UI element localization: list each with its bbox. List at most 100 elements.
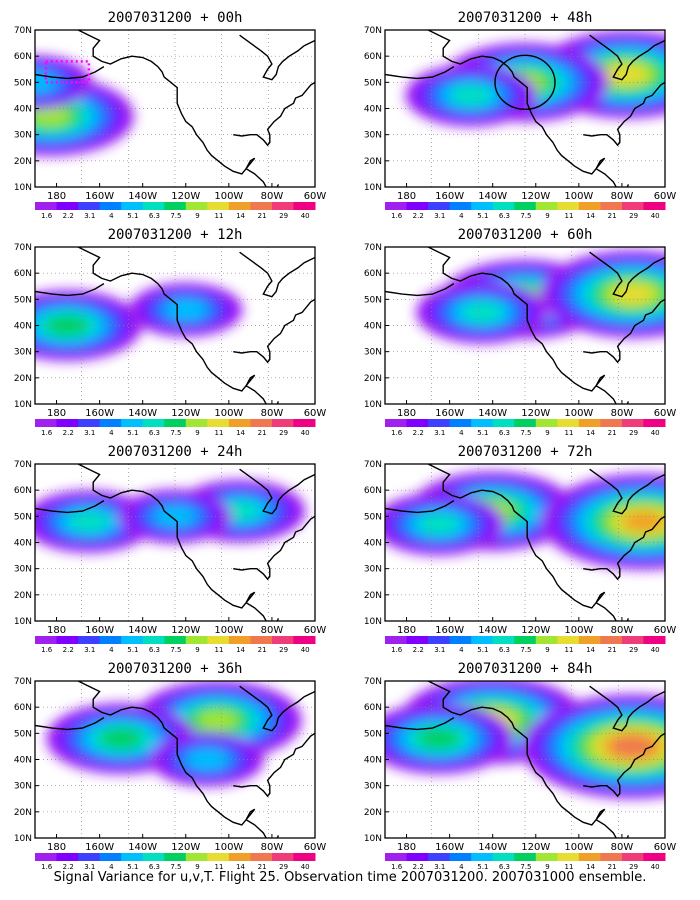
colorbar-label: 29 [279,863,288,871]
y-tick-label: 50N [14,78,32,88]
colorbar-label: 9 [195,863,199,871]
colorbar-label: 3.1 [84,212,95,220]
colorbar-label: 29 [629,863,638,871]
colorbar-swatch [471,202,494,210]
colorbar-label: 21 [258,212,267,220]
colorbar-swatch [621,853,644,861]
y-tick-label: 40N [14,756,32,766]
y-tick-label: 30N [14,348,32,358]
panel-title: 2007031200 + 12h [108,227,243,243]
colorbar-swatch [78,636,101,644]
colorbar-label: 2.2 [413,646,424,654]
panel-title: 2007031200 + 72h [458,444,593,460]
y-tick-label: 40N [14,539,32,549]
colorbar-label: 9 [545,863,549,871]
map-panel: 2007031200 + 72h 10N 20N 30N 40N 50N 60N 70N 180… [364,444,677,654]
x-tick-label: 120W [171,842,200,853]
colorbar-label: 9 [195,646,199,654]
x-tick-label: 60W [304,625,327,636]
x-tick-label: 180 [397,408,416,419]
x-tick-label: 60W [304,408,327,419]
x-tick-label: 60W [304,842,327,853]
coastline [589,685,665,732]
colorbar-label: 2.2 [63,646,74,654]
coastline [385,717,455,731]
x-tick-label: 100W [564,191,593,202]
colorbar-label: 14 [586,646,595,654]
colorbar-swatch [492,202,515,210]
y-tick-label: 40N [14,322,32,332]
colorbar-label: 14 [236,212,245,220]
colorbar-swatch [271,419,294,427]
variance-field [35,681,315,838]
colorbar-swatch [535,636,558,644]
x-tick-label: 160W [85,842,114,853]
colorbar-swatch [643,636,666,644]
colorbar-label: 3.1 [434,212,445,220]
colorbar-label: 1.6 [391,429,403,437]
coastline [35,500,105,514]
x-tick-label: 140W [478,191,507,202]
y-tick-label: 50N [364,512,382,522]
x-tick-label: 100W [214,191,243,202]
y-tick-label: 70N [364,26,382,36]
colorbar-label: 29 [629,429,638,437]
colorbar-label: 5.1 [127,863,138,871]
colorbar-label: 40 [301,646,310,654]
contour-level [197,710,240,731]
colorbar-swatch [406,419,429,427]
variance-field [385,247,665,404]
coastline [589,468,665,515]
colorbar-label: 2.2 [63,429,74,437]
y-tick-label: 10N [14,617,32,627]
colorbar-label: 14 [236,429,245,437]
colorbar-swatch [35,636,58,644]
y-tick-label: 60N [14,52,32,62]
colorbar-label: 1.6 [391,646,403,654]
variance-field [385,30,665,187]
y-tick-label: 10N [364,617,382,627]
y-tick-label: 20N [364,157,382,167]
colorbar-label: 21 [608,212,617,220]
colorbar-swatch [271,636,294,644]
colorbar-label: 7.5 [520,212,531,220]
colorbar-label: 14 [586,863,595,871]
colorbar-swatch [643,853,666,861]
coastline [233,515,315,581]
colorbar-swatch [164,202,187,210]
coastline [239,685,315,732]
colorbar-swatch [643,419,666,427]
panel-title: 2007031200 + 84h [458,661,593,677]
colorbar-swatch [56,853,79,861]
contour-level [67,511,110,532]
y-tick-label: 10N [14,400,32,410]
colorbar-label: 14 [586,212,595,220]
y-tick-label: 50N [14,512,32,522]
colorbar-swatch [578,419,601,427]
y-tick-label: 20N [14,808,32,818]
x-tick-label: 140W [478,842,507,853]
colorbar-swatch [578,853,601,861]
colorbar-label: 21 [258,646,267,654]
colorbar-label: 6.3 [499,429,510,437]
colorbar-swatch [449,636,472,644]
colorbar-swatch [492,853,515,861]
colorbar-swatch [35,202,58,210]
coastline [239,34,315,81]
contour-level [35,106,72,127]
colorbar-label: 11 [215,863,224,871]
coastline [385,66,455,80]
y-tick-label: 70N [364,460,382,470]
colorbar-label: 11 [565,863,574,871]
y-tick-label: 70N [364,677,382,687]
colorbar-label: 1.6 [41,863,53,871]
x-tick-label: 80W [261,842,284,853]
colorbar-label: 3.1 [434,863,445,871]
x-tick-label: 60W [654,625,677,636]
x-tick-label: 80W [261,625,284,636]
colorbar-swatch [557,419,580,427]
y-tick-label: 70N [14,677,32,687]
contour-level [164,299,207,320]
colorbar-swatch [449,419,472,427]
